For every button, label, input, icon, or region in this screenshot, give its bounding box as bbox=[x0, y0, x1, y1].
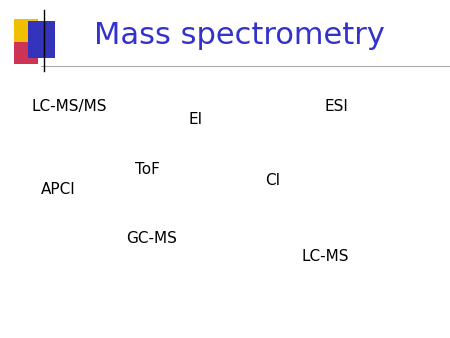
FancyBboxPatch shape bbox=[14, 19, 38, 44]
Text: APCI: APCI bbox=[40, 182, 75, 197]
Text: CI: CI bbox=[266, 173, 281, 188]
Text: EI: EI bbox=[189, 113, 203, 127]
FancyBboxPatch shape bbox=[28, 21, 55, 58]
Text: GC-MS: GC-MS bbox=[126, 231, 177, 246]
Text: ToF: ToF bbox=[135, 162, 160, 176]
FancyBboxPatch shape bbox=[14, 42, 38, 64]
Text: LC-MS/MS: LC-MS/MS bbox=[32, 99, 107, 114]
Text: ESI: ESI bbox=[324, 99, 348, 114]
Text: LC-MS: LC-MS bbox=[302, 249, 349, 264]
Text: Mass spectrometry: Mass spectrometry bbox=[94, 21, 385, 50]
